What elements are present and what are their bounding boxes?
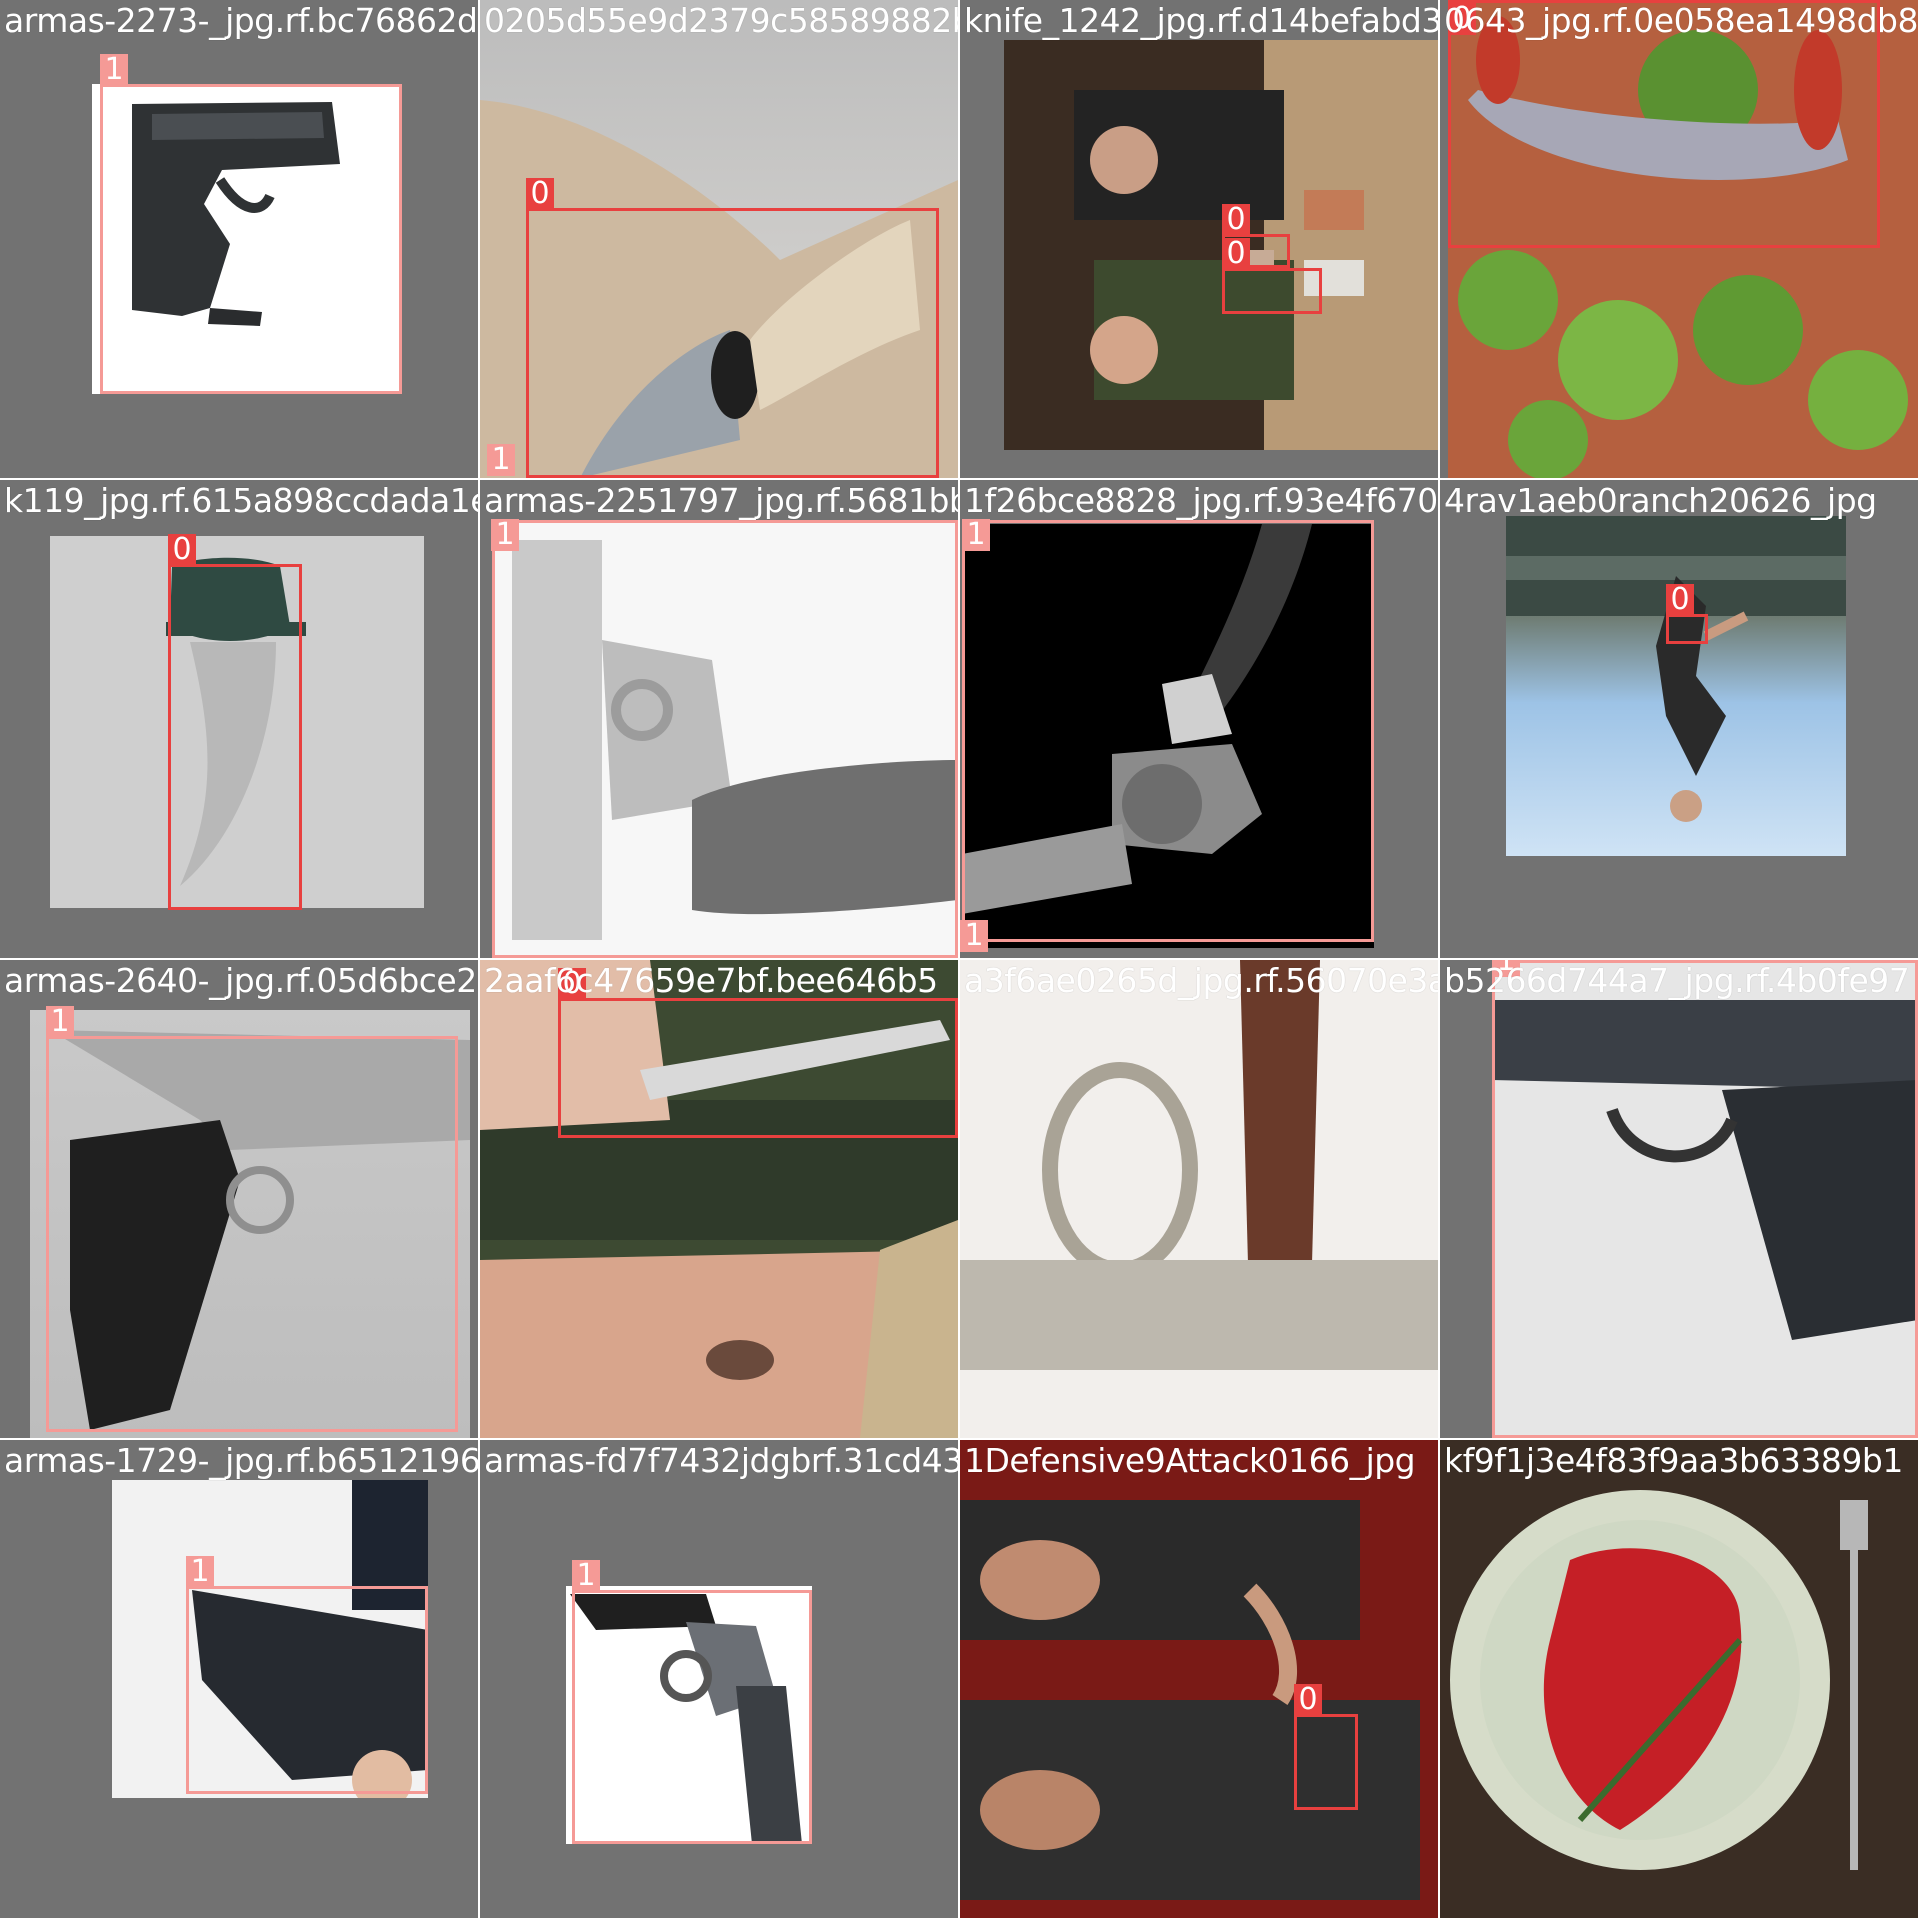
bbox-label: 1 (572, 1560, 600, 1592)
tile-photo (1448, 0, 1918, 478)
tile-11[interactable]: a3f6ae0265d_jpg.rf.56070e3a (960, 960, 1438, 1438)
tile-16[interactable]: kf9f1j3e4f83f9aa3b63389b1 (1440, 1440, 1918, 1918)
bbox-label: 1 (487, 444, 515, 476)
tile-5[interactable]: 0 k119_jpg.rf.615a898ccdada1edae25f797_j… (0, 480, 478, 958)
steak-plate-image (1450, 1490, 1868, 1870)
bbox-class-1: 1 (100, 54, 402, 394)
bbox-class-1: 1 (572, 1560, 812, 1844)
bbox-label: 0 (526, 178, 554, 210)
tile-filename: k119_jpg.rf.615a898ccdada1edae25f797_jpg (4, 481, 478, 520)
curved-knife-image (166, 557, 306, 886)
bbox-class-0: 0 (1294, 1684, 1358, 1810)
tile-filename: 0205d55e9d2379c58589882bcffed7624 (484, 1, 958, 40)
sharpening-scene-image (1074, 40, 1438, 450)
bbox-class-1: 1 (186, 1556, 428, 1794)
bbox-label: 1 (186, 1556, 214, 1588)
tile-photo (92, 84, 402, 394)
pistol-frame-image (960, 960, 1438, 1370)
tile-filename: armas-fd7f7432jdgbrf.31cd43f9e (484, 1441, 958, 1480)
bbox-class-0: 0 (1222, 204, 1290, 268)
tile-10[interactable]: 0 2aaf6c47659e7bf.bee646b5 (480, 960, 958, 1438)
bbox-label: 1 (1492, 960, 1520, 977)
knife-defense-image (960, 1500, 1420, 1900)
bbox-label: 1 (962, 519, 990, 551)
tile-12[interactable]: 1 b5266d744a7_jpg.rf.4b0fe97 (1440, 960, 1918, 1438)
tile-filename: armas-2251797_jpg.rf.5681bb4f (484, 481, 958, 520)
bbox-label: 1 (100, 54, 128, 86)
bbox-label: 1 (491, 519, 519, 551)
makarov-pistol-image (1492, 1000, 1918, 1340)
tile-7[interactable]: 1 1 1f26bce8828_jpg.rf.93e4f67049715ae5 (960, 480, 1438, 958)
engraved-revolver-image (962, 524, 1312, 914)
bbox-label: 0 (1448, 3, 1476, 35)
bbox-class-1: 1 (1492, 960, 1918, 1438)
tile-6[interactable]: 1 armas-2251797_jpg.rf.5681bb4f (480, 480, 958, 958)
bbox-label: 0 (1222, 204, 1250, 236)
tile-8[interactable]: 0 4rav1aeb0ranch20626_jpg (1440, 480, 1918, 958)
tile-filename: a3f6ae0265d_jpg.rf.56070e3a (964, 961, 1438, 1000)
tile-photo (960, 960, 1438, 1438)
tile-filename: 1Defensive9Attack0166_jpg (964, 1441, 1416, 1480)
revolver-image (570, 1594, 802, 1844)
tile-15[interactable]: 0 1Defensive9Attack0166_jpg (960, 1440, 1438, 1918)
tile-photo (112, 1480, 428, 1798)
tile-filename: kf9f1j3e4f83f9aa3b63389b1 (1444, 1441, 1903, 1480)
tile-filename: armas-1729-_jpg.rf.b65121967 (4, 1441, 478, 1480)
tile-filename: armas-2640-_jpg.rf.05d6bce2aaf (4, 961, 478, 1000)
tile-filename: 0643_jpg.rf.0e058ea1498db8 (1444, 1, 1918, 40)
tile-photo (1492, 960, 1918, 1438)
tile-filename: armas-2273-_jpg.rf.bc76862d26 (4, 1, 478, 40)
bbox-class-1: 1 (46, 1006, 458, 1432)
tile-9[interactable]: 1 armas-2640-_jpg.rf.05d6bce2aaf (0, 960, 478, 1438)
bbox-label: 1 (46, 1006, 74, 1038)
tile-photo (30, 1010, 470, 1438)
tile-photo (1440, 1440, 1918, 1918)
kale-knife-image (1458, 16, 1908, 478)
tile-13[interactable]: 1 armas-1729-_jpg.rf.b65121967 (0, 1440, 478, 1918)
tile-2[interactable]: 0 1 0205d55e9d2379c58589882bcffed7624 (480, 0, 958, 478)
tile-photo (50, 536, 424, 908)
bbox-label: 0 (558, 968, 586, 1000)
bbox-class-0: 0 (168, 534, 302, 910)
tile-14[interactable]: 1 armas-fd7f7432jdgbrf.31cd43f9e (480, 1440, 958, 1918)
bbox-class-0: 0 (1666, 584, 1708, 644)
bbox-label: 0 (1294, 1684, 1322, 1716)
bbox-label: 0 (1222, 238, 1250, 270)
knife-hand-face-image (480, 960, 958, 1438)
bbox-label: 0 (168, 534, 196, 566)
tile-3[interactable]: 0 0 knife_1242_jpg.rf.d14befabd3bc (960, 0, 1438, 478)
tile-photo (962, 524, 1374, 948)
bbox-class-1: 1 (960, 920, 988, 958)
bbox-class-1: 1 (962, 519, 1374, 942)
tile-filename: 1f26bce8828_jpg.rf.93e4f67049715ae5 (964, 481, 1438, 520)
silver-pistol-image (512, 540, 958, 940)
tile-filename: b5266d744a7_jpg.rf.4b0fe97 (1444, 961, 1910, 1000)
pistol-image (132, 102, 340, 326)
bbox-class-0: 0 (1448, 0, 1880, 248)
tile-filename: knife_1242_jpg.rf.d14befabd3bc (964, 1, 1438, 40)
tile-4[interactable]: 0 0643_jpg.rf.0e058ea1498db8 (1440, 0, 1918, 478)
tile-photo (1004, 40, 1438, 450)
tile-photo (492, 520, 958, 958)
bbox-label: 0 (1666, 584, 1694, 616)
silver-pistol-black-grip-image (50, 1030, 470, 1430)
knife-board-image (480, 100, 958, 478)
bbox-class-0: 0 (1222, 238, 1322, 314)
tile-filename: 2aaf6c47659e7bf.bee646b5 (484, 961, 938, 1000)
tile-photo (566, 1586, 812, 1844)
tile-1[interactable]: 1 armas-2273-_jpg.rf.bc76862d26 (0, 0, 478, 478)
tile-photo (960, 1440, 1438, 1918)
tile-photo (480, 960, 958, 1438)
climbing-scene-image (1506, 516, 1846, 822)
bbox-label: 1 (960, 920, 988, 952)
bbox-class-0: 0 (558, 968, 958, 1138)
bbox-class-0: 0 (526, 178, 939, 478)
tile-filename: 4rav1aeb0ranch20626_jpg (1444, 481, 1877, 520)
tile-photo (480, 0, 958, 478)
bbox-class-1: 1 (491, 519, 958, 958)
tile-photo (1506, 516, 1846, 856)
